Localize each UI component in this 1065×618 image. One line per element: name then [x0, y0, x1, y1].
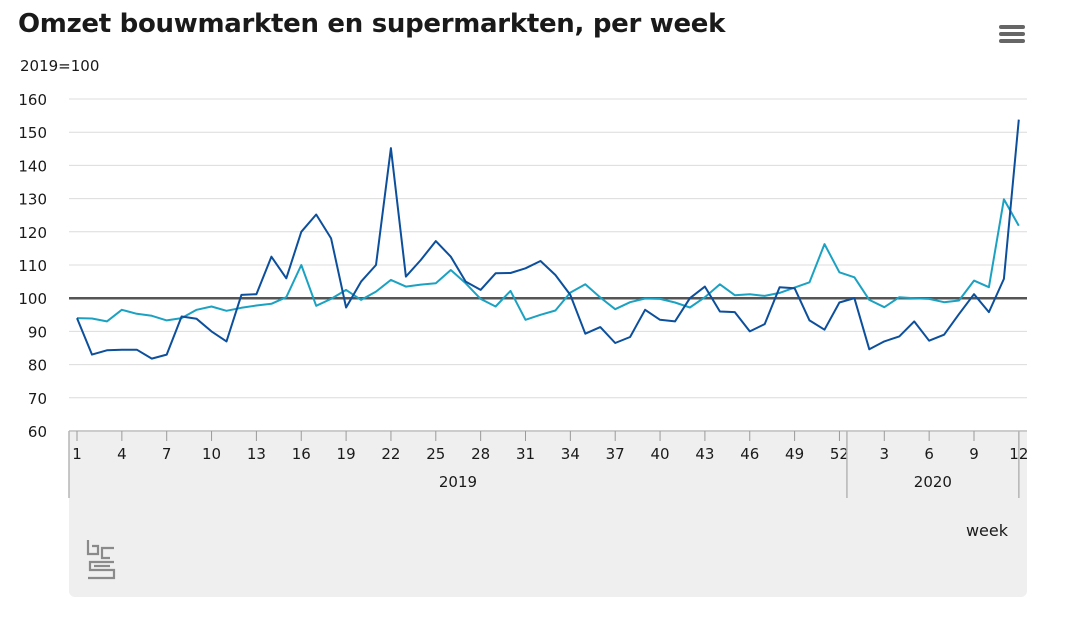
x-tick-label: 37	[606, 445, 625, 463]
x-tick-label: 6	[924, 445, 934, 463]
y-axis-unit-label: 2019=100	[20, 57, 100, 75]
x-tick-label: 28	[471, 445, 490, 463]
y-tick-label: 90	[28, 323, 47, 341]
x-tick-label: 46	[740, 445, 759, 463]
y-tick-label: 140	[18, 157, 47, 175]
x-tick-label: 10	[202, 445, 221, 463]
y-tick-label: 60	[28, 423, 47, 441]
x-tick-label: 9	[969, 445, 979, 463]
series-line-light	[76, 198, 1020, 323]
y-tick-label: 100	[18, 290, 47, 308]
year-group-label: 2020	[914, 473, 952, 491]
y-tick-label: 130	[18, 191, 47, 209]
y-tick-label: 80	[28, 357, 47, 375]
x-axis-title: week	[965, 521, 1008, 540]
cbs-logo-icon	[86, 540, 116, 580]
x-tick-label: 7	[162, 445, 172, 463]
y-tick-label: 110	[18, 257, 47, 275]
x-tick-label: 49	[785, 445, 804, 463]
x-tick-label: 43	[695, 445, 714, 463]
x-tick-label: 34	[561, 445, 580, 463]
x-tick-label: 22	[381, 445, 400, 463]
x-axis-panel	[69, 432, 1027, 597]
y-tick-label: 160	[18, 91, 47, 109]
x-tick-label: 4	[117, 445, 127, 463]
x-tick-label: 52	[830, 445, 849, 463]
x-tick-label: 40	[651, 445, 670, 463]
x-tick-label: 13	[247, 445, 266, 463]
x-tick-label: 16	[292, 445, 311, 463]
y-tick-label: 70	[28, 390, 47, 408]
x-tick-label: 25	[426, 445, 445, 463]
x-tick-label: 31	[516, 445, 535, 463]
series-line-dark	[76, 119, 1020, 360]
y-tick-label: 120	[18, 224, 47, 242]
chart-title: Omzet bouwmarkten en supermarkten, per w…	[18, 9, 726, 39]
x-tick-label: 3	[880, 445, 890, 463]
hamburger-menu-icon[interactable]	[997, 22, 1027, 46]
x-tick-label: 19	[337, 445, 356, 463]
year-group-label: 2019	[439, 473, 477, 491]
x-tick-label: 1	[72, 445, 82, 463]
y-tick-label: 150	[18, 124, 47, 142]
